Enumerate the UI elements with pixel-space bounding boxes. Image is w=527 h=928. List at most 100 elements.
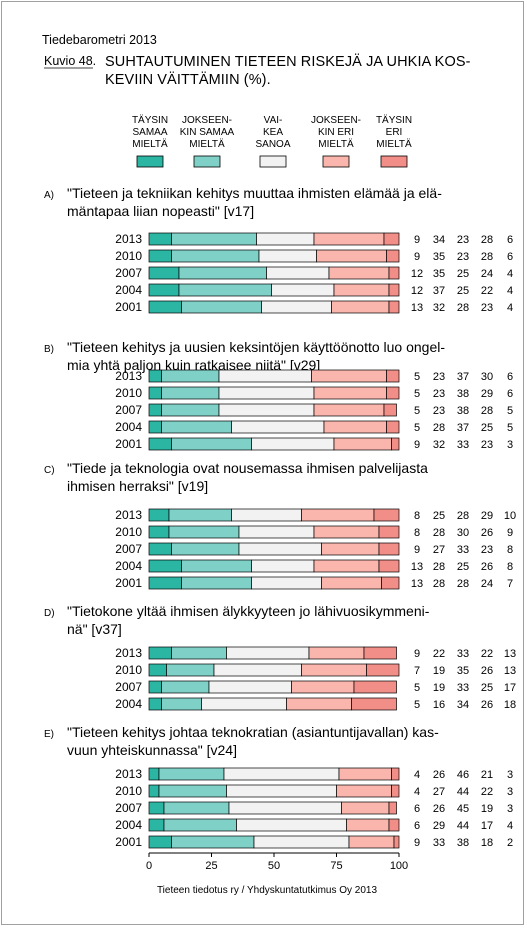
year-label: 2004 xyxy=(115,420,142,434)
bar-segment-5 xyxy=(386,369,400,383)
bar-segment-2 xyxy=(181,300,262,314)
bar-row-2007: 2007 5 19 33 25 17 xyxy=(115,680,516,694)
value-label-2: 32 xyxy=(433,439,445,451)
bar-segment-5 xyxy=(388,801,397,815)
bar-segment-3 xyxy=(261,300,332,314)
year-label: 2001 xyxy=(115,300,142,314)
value-label-5: 4 xyxy=(507,820,513,832)
bar-segment-2 xyxy=(178,266,267,280)
statement-text-line-1: "Tieteen kehitys ja uusien keksintöjen k… xyxy=(67,339,445,355)
value-label-3: 25 xyxy=(457,268,469,280)
bar-segment-2 xyxy=(181,559,252,573)
bar-segment-5 xyxy=(391,437,400,451)
value-label-5: 5 xyxy=(507,422,513,434)
bar-segment-3 xyxy=(266,266,330,280)
value-label-3: 37 xyxy=(457,371,469,383)
bar-row-2010: 2010 7 19 35 26 13 xyxy=(115,663,516,677)
statement-text-line-2: ihmisen herraksi" [v19] xyxy=(67,478,208,494)
bar-segment-3 xyxy=(208,680,292,694)
bar-row-2010: 2010 8 28 30 26 9 xyxy=(115,525,513,539)
value-label-1: 13 xyxy=(411,561,423,573)
legend-swatch-1 xyxy=(136,155,164,168)
value-label-5: 8 xyxy=(507,544,513,556)
bar-segment-4 xyxy=(316,249,387,263)
value-label-2: 25 xyxy=(433,510,445,522)
bar-segment-1 xyxy=(148,663,167,677)
year-label: 2013 xyxy=(115,232,142,246)
bar-segment-1 xyxy=(148,403,162,417)
value-label-1: 13 xyxy=(411,578,423,590)
value-label-1: 7 xyxy=(414,665,420,677)
bar-segment-4 xyxy=(333,437,392,451)
bar-row-2010: 2010 5 23 38 29 6 xyxy=(115,386,513,400)
bar-segment-1 xyxy=(148,767,160,781)
value-label-3: 23 xyxy=(457,234,469,246)
legend-label-1-line-3: MIELTÄ xyxy=(132,138,168,150)
year-label: 2010 xyxy=(115,784,142,798)
value-label-4: 28 xyxy=(481,251,493,263)
bar-segment-2 xyxy=(171,646,227,660)
value-label-4: 25 xyxy=(481,682,493,694)
value-label-5: 4 xyxy=(507,268,513,280)
value-label-4: 26 xyxy=(481,665,493,677)
bar-segment-5 xyxy=(391,767,400,781)
bar-segment-5 xyxy=(391,784,400,798)
value-label-1: 9 xyxy=(414,251,420,263)
value-label-2: 23 xyxy=(433,371,445,383)
bar-segment-3 xyxy=(231,508,302,522)
value-label-5: 2 xyxy=(507,837,513,849)
value-label-2: 27 xyxy=(433,786,445,798)
bar-segment-1 xyxy=(148,232,172,246)
value-label-3: 33 xyxy=(457,648,469,660)
bar-segment-1 xyxy=(148,283,180,297)
legend-label-2-line-1: JOKSEEN- xyxy=(182,115,232,126)
legend-label-5-line-3: MIELTÄ xyxy=(376,138,412,150)
legend-label-3-line-1: VAI- xyxy=(264,115,283,126)
bar-segment-1 xyxy=(148,386,162,400)
value-label-5: 18 xyxy=(504,699,516,711)
bar-segment-4 xyxy=(338,767,392,781)
value-label-4: 23 xyxy=(481,302,493,314)
value-label-5: 13 xyxy=(504,648,516,660)
bar-segment-2 xyxy=(158,767,225,781)
year-label: 2004 xyxy=(115,818,142,832)
value-label-4: 30 xyxy=(481,371,493,383)
value-label-1: 5 xyxy=(414,682,420,694)
value-label-4: 17 xyxy=(481,820,493,832)
legend-swatch-3 xyxy=(259,155,287,168)
value-label-1: 12 xyxy=(411,285,423,297)
year-label: 2013 xyxy=(115,508,142,522)
bar-segment-3 xyxy=(231,420,325,434)
value-label-5: 8 xyxy=(507,561,513,573)
value-label-1: 9 xyxy=(414,837,420,849)
statement-text-line-2: vuun yhteiskunnassa" [v24] xyxy=(67,742,237,758)
bar-segment-2 xyxy=(161,369,220,383)
statement-letter: D) xyxy=(44,608,55,619)
statement-group-2: B) "Tieteen kehitys ja uusien keksintöjen… xyxy=(44,339,513,451)
year-label: 2010 xyxy=(115,249,142,263)
value-label-3: 30 xyxy=(457,527,469,539)
value-label-4: 26 xyxy=(481,699,493,711)
bar-segment-5 xyxy=(383,403,397,417)
statement-letter: C) xyxy=(44,465,55,476)
value-label-1: 4 xyxy=(414,769,420,781)
value-label-1: 6 xyxy=(414,820,420,832)
value-label-1: 4 xyxy=(414,786,420,798)
bar-segment-2 xyxy=(161,697,202,711)
statement-text-line-2: nä" [v37] xyxy=(67,621,122,637)
value-label-3: 28 xyxy=(457,302,469,314)
value-label-3: 25 xyxy=(457,561,469,573)
value-label-5: 3 xyxy=(507,803,513,815)
value-label-4: 29 xyxy=(481,510,493,522)
value-label-1: 9 xyxy=(414,544,420,556)
bar-segment-3 xyxy=(258,249,317,263)
statement-letter: E) xyxy=(44,729,54,740)
bar-segment-3 xyxy=(228,801,342,815)
value-label-2: 28 xyxy=(433,422,445,434)
value-label-1: 5 xyxy=(414,699,420,711)
figure-title-line-1: SUHTAUTUMINEN TIETEEN RISKEJÄ JA UHKIA K… xyxy=(105,53,471,70)
bar-segment-2 xyxy=(171,437,252,451)
bar-segment-2 xyxy=(161,403,220,417)
bar-segment-1 xyxy=(148,369,162,383)
